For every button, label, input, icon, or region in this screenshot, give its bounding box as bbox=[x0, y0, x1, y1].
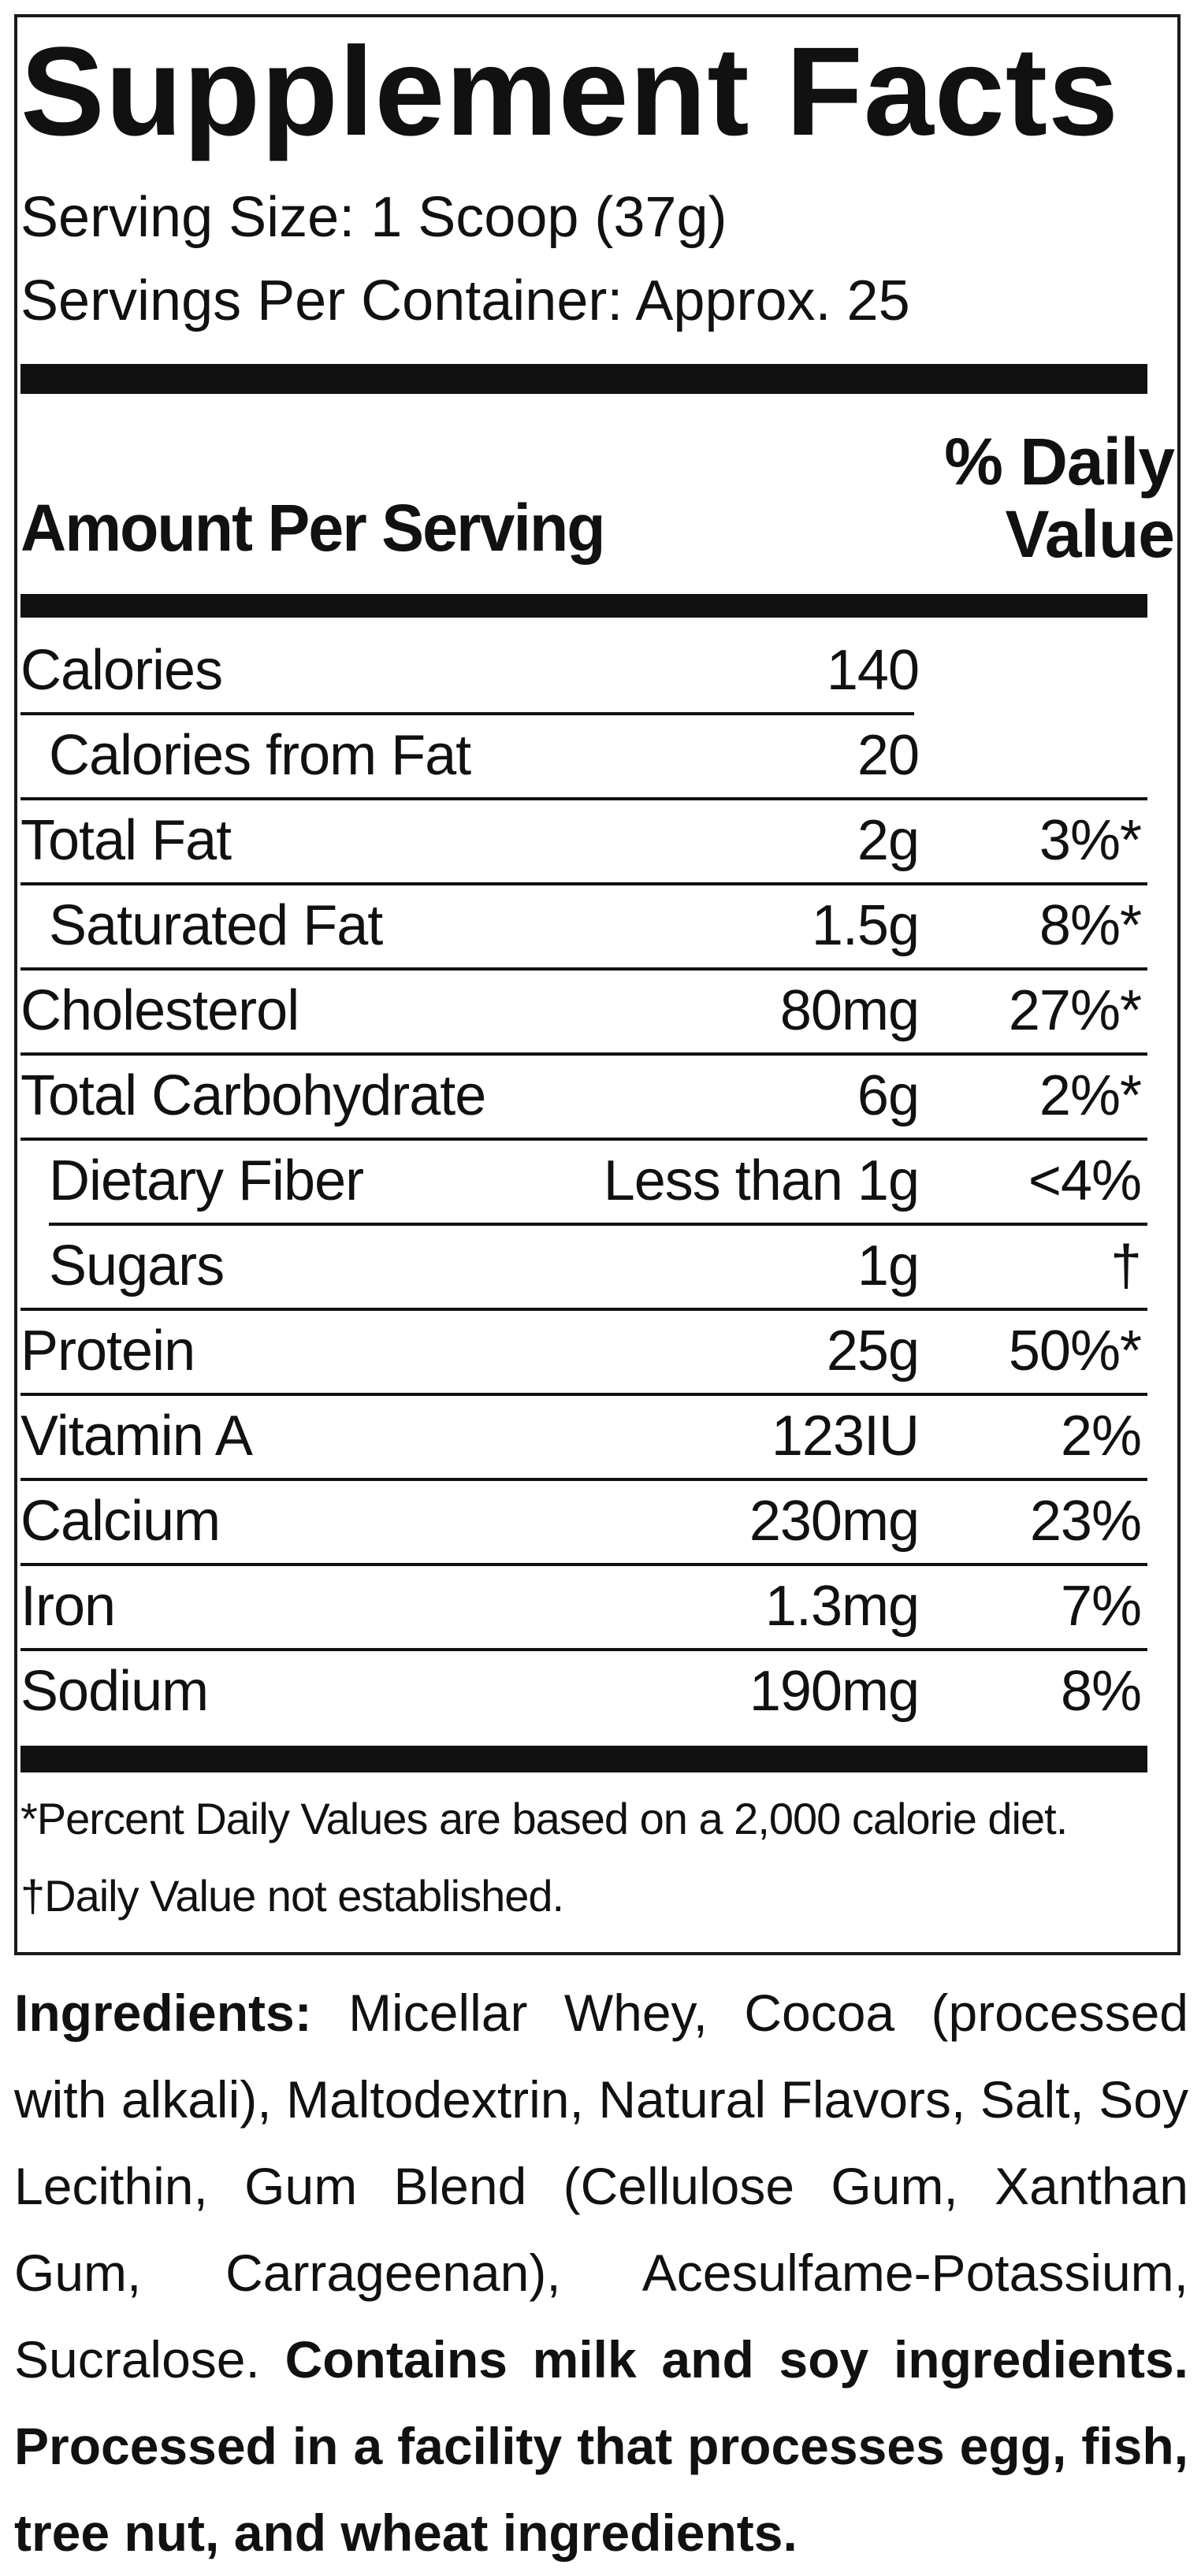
nutrient-name: Total Fat bbox=[20, 809, 232, 872]
row-divider bbox=[20, 882, 1147, 885]
row-divider bbox=[20, 1478, 1147, 1481]
nutrient-row-cholesterol: Cholesterol 80mg 27%* bbox=[20, 971, 1147, 1056]
divider-thick-header bbox=[20, 594, 1147, 618]
nutrient-name: Calories bbox=[20, 639, 223, 702]
ingredients-heading: Ingredients: bbox=[14, 1984, 312, 2042]
nutrient-row-saturated-fat: Saturated Fat 1.5g 8%* bbox=[20, 885, 1147, 971]
nutrient-daily-value: 7% bbox=[1060, 1575, 1142, 1638]
nutrient-name: Vitamin A bbox=[20, 1405, 253, 1468]
nutrient-row-iron: Iron 1.3mg 7% bbox=[20, 1566, 1147, 1651]
row-divider bbox=[20, 967, 1147, 971]
serving-size: Serving Size: 1 Scoop (37g) bbox=[20, 186, 727, 249]
nutrient-name: Sugars bbox=[49, 1234, 225, 1297]
row-divider bbox=[20, 1052, 1147, 1056]
supplement-facts-panel bbox=[14, 14, 1181, 1955]
nutrient-row-calories-from-fat: Calories from Fat 20 bbox=[20, 715, 1147, 800]
nutrient-amount: 1.3mg bbox=[764, 1575, 920, 1638]
row-divider bbox=[20, 1308, 1147, 1311]
daily-value-header: % Daily Value bbox=[944, 425, 1175, 572]
nutrient-name: Saturated Fat bbox=[49, 894, 383, 957]
nutrient-daily-value: <4% bbox=[1028, 1149, 1142, 1212]
row-divider bbox=[20, 1563, 1147, 1566]
nutrient-daily-value: 2% bbox=[1060, 1405, 1142, 1468]
nutrient-row-calories: Calories 140 bbox=[20, 630, 1147, 715]
nutrient-amount: Less than 1g bbox=[603, 1149, 920, 1212]
nutrient-daily-value: 8% bbox=[1060, 1660, 1142, 1723]
nutrient-daily-value: 3%* bbox=[1039, 809, 1142, 872]
nutrient-amount: 1.5g bbox=[811, 894, 920, 957]
nutrient-amount: 123IU bbox=[771, 1405, 920, 1468]
daily-value-header-line1: % Daily bbox=[944, 425, 1175, 499]
nutrient-name: Calcium bbox=[20, 1490, 221, 1553]
amount-per-serving-header: Amount Per Serving bbox=[20, 491, 606, 565]
nutrient-amount: 190mg bbox=[749, 1660, 920, 1723]
row-divider bbox=[49, 1223, 1147, 1226]
row-divider bbox=[20, 1648, 1147, 1651]
ingredients-statement: Ingredients: Micellar Whey, Cocoa (proce… bbox=[14, 1969, 1188, 2576]
nutrient-daily-value: 2%* bbox=[1039, 1064, 1142, 1127]
daily-value-header-line2: Value bbox=[1005, 497, 1175, 572]
row-divider bbox=[20, 1138, 1147, 1141]
row-divider bbox=[20, 712, 914, 715]
nutrient-name: Cholesterol bbox=[20, 979, 299, 1042]
nutrient-row-dietary-fiber: Dietary Fiber Less than 1g <4% bbox=[20, 1141, 1147, 1226]
nutrient-amount: 2g bbox=[857, 809, 920, 872]
nutrient-daily-value: 23% bbox=[1029, 1490, 1142, 1553]
nutrient-daily-value: 50%* bbox=[1008, 1320, 1142, 1383]
nutrient-row-protein: Protein 25g 50%* bbox=[20, 1311, 1147, 1396]
row-divider bbox=[20, 1393, 1147, 1396]
nutrient-name: Total Carbohydrate bbox=[20, 1064, 486, 1127]
servings-per-container: Servings Per Container: Approx. 25 bbox=[20, 269, 910, 332]
nutrient-name: Iron bbox=[20, 1575, 116, 1638]
nutrient-amount: 1g bbox=[857, 1234, 920, 1297]
nutrient-amount: 20 bbox=[857, 724, 920, 787]
divider-thick-top bbox=[20, 364, 1147, 394]
nutrient-amount: 25g bbox=[826, 1320, 920, 1383]
nutrient-amount: 140 bbox=[826, 639, 920, 702]
ingredients-list: Micellar Whey, Cocoa (processed with alk… bbox=[14, 1984, 1188, 2389]
footnote-dagger: †Daily Value not established. bbox=[20, 1871, 564, 1921]
nutrient-amount: 6g bbox=[857, 1064, 920, 1127]
divider-thick-bottom bbox=[20, 1746, 1147, 1772]
nutrient-name: Protein bbox=[20, 1320, 195, 1383]
nutrient-name: Calories from Fat bbox=[49, 724, 471, 787]
nutrient-row-sugars: Sugars 1g † bbox=[20, 1226, 1147, 1311]
nutrient-row-calcium: Calcium 230mg 23% bbox=[20, 1481, 1147, 1566]
nutrient-amount: 230mg bbox=[749, 1490, 920, 1553]
nutrient-row-sodium: Sodium 190mg 8% bbox=[20, 1651, 1147, 1736]
footnote-percent-daily-value: *Percent Daily Values are based on a 2,0… bbox=[20, 1794, 1068, 1843]
nutrient-amount: 80mg bbox=[779, 979, 920, 1042]
row-divider bbox=[20, 797, 1147, 800]
nutrient-name: Dietary Fiber bbox=[49, 1149, 364, 1212]
nutrient-daily-value: 27%* bbox=[1008, 979, 1142, 1042]
nutrient-name: Sodium bbox=[20, 1660, 209, 1723]
nutrient-row-vitamin-a: Vitamin A 123IU 2% bbox=[20, 1396, 1147, 1481]
label-title: Supplement Facts bbox=[20, 20, 1120, 161]
nutrient-row-total-carbohydrate: Total Carbohydrate 6g 2%* bbox=[20, 1056, 1147, 1141]
nutrient-daily-value: 8%* bbox=[1039, 894, 1142, 957]
nutrient-daily-value: † bbox=[1110, 1234, 1142, 1297]
nutrient-row-total-fat: Total Fat 2g 3%* bbox=[20, 800, 1147, 885]
